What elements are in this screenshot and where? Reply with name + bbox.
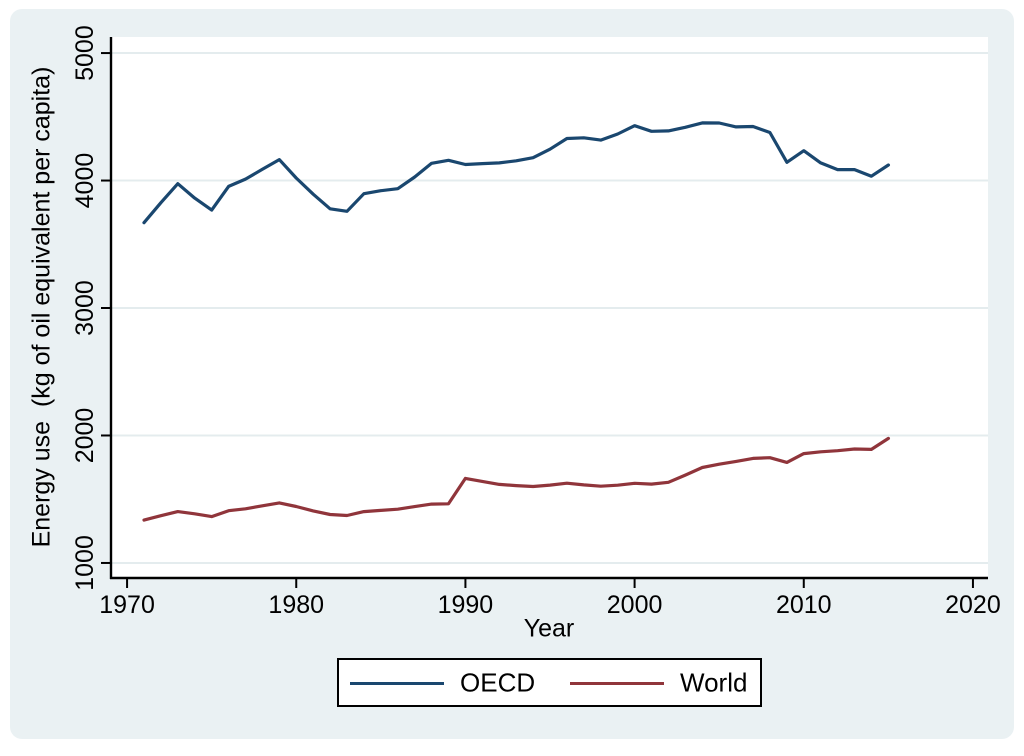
x-tick-label-1980: 1980: [268, 591, 324, 619]
oecd-line: [142, 121, 891, 225]
oecd-line-swatch: [350, 682, 444, 685]
x-tick-label-2000: 2000: [607, 591, 663, 619]
x-axis-title: Year: [523, 614, 575, 643]
x-tick-label-2020: 2020: [945, 591, 1001, 619]
legend: OECD World: [337, 658, 762, 707]
y-axis-title: Energy use (kg of oil equivalent per cap…: [27, 66, 56, 548]
y-tick-label-5000: 5000: [71, 25, 99, 81]
y-tick-label-2000: 2000: [71, 408, 99, 464]
y-tick-label-4000: 4000: [71, 153, 99, 209]
legend-label-world: World: [680, 667, 748, 697]
y-tick-label-3000: 3000: [71, 280, 99, 336]
x-tick-label-1970: 1970: [99, 591, 155, 619]
world-line-swatch: [570, 682, 664, 685]
x-tick-label-1990: 1990: [438, 591, 494, 619]
world-line: [142, 436, 891, 522]
x-tick-label-2010: 2010: [776, 591, 832, 619]
legend-label-oecd: OECD: [460, 667, 536, 697]
y-tick-label-1000: 1000: [71, 535, 99, 591]
